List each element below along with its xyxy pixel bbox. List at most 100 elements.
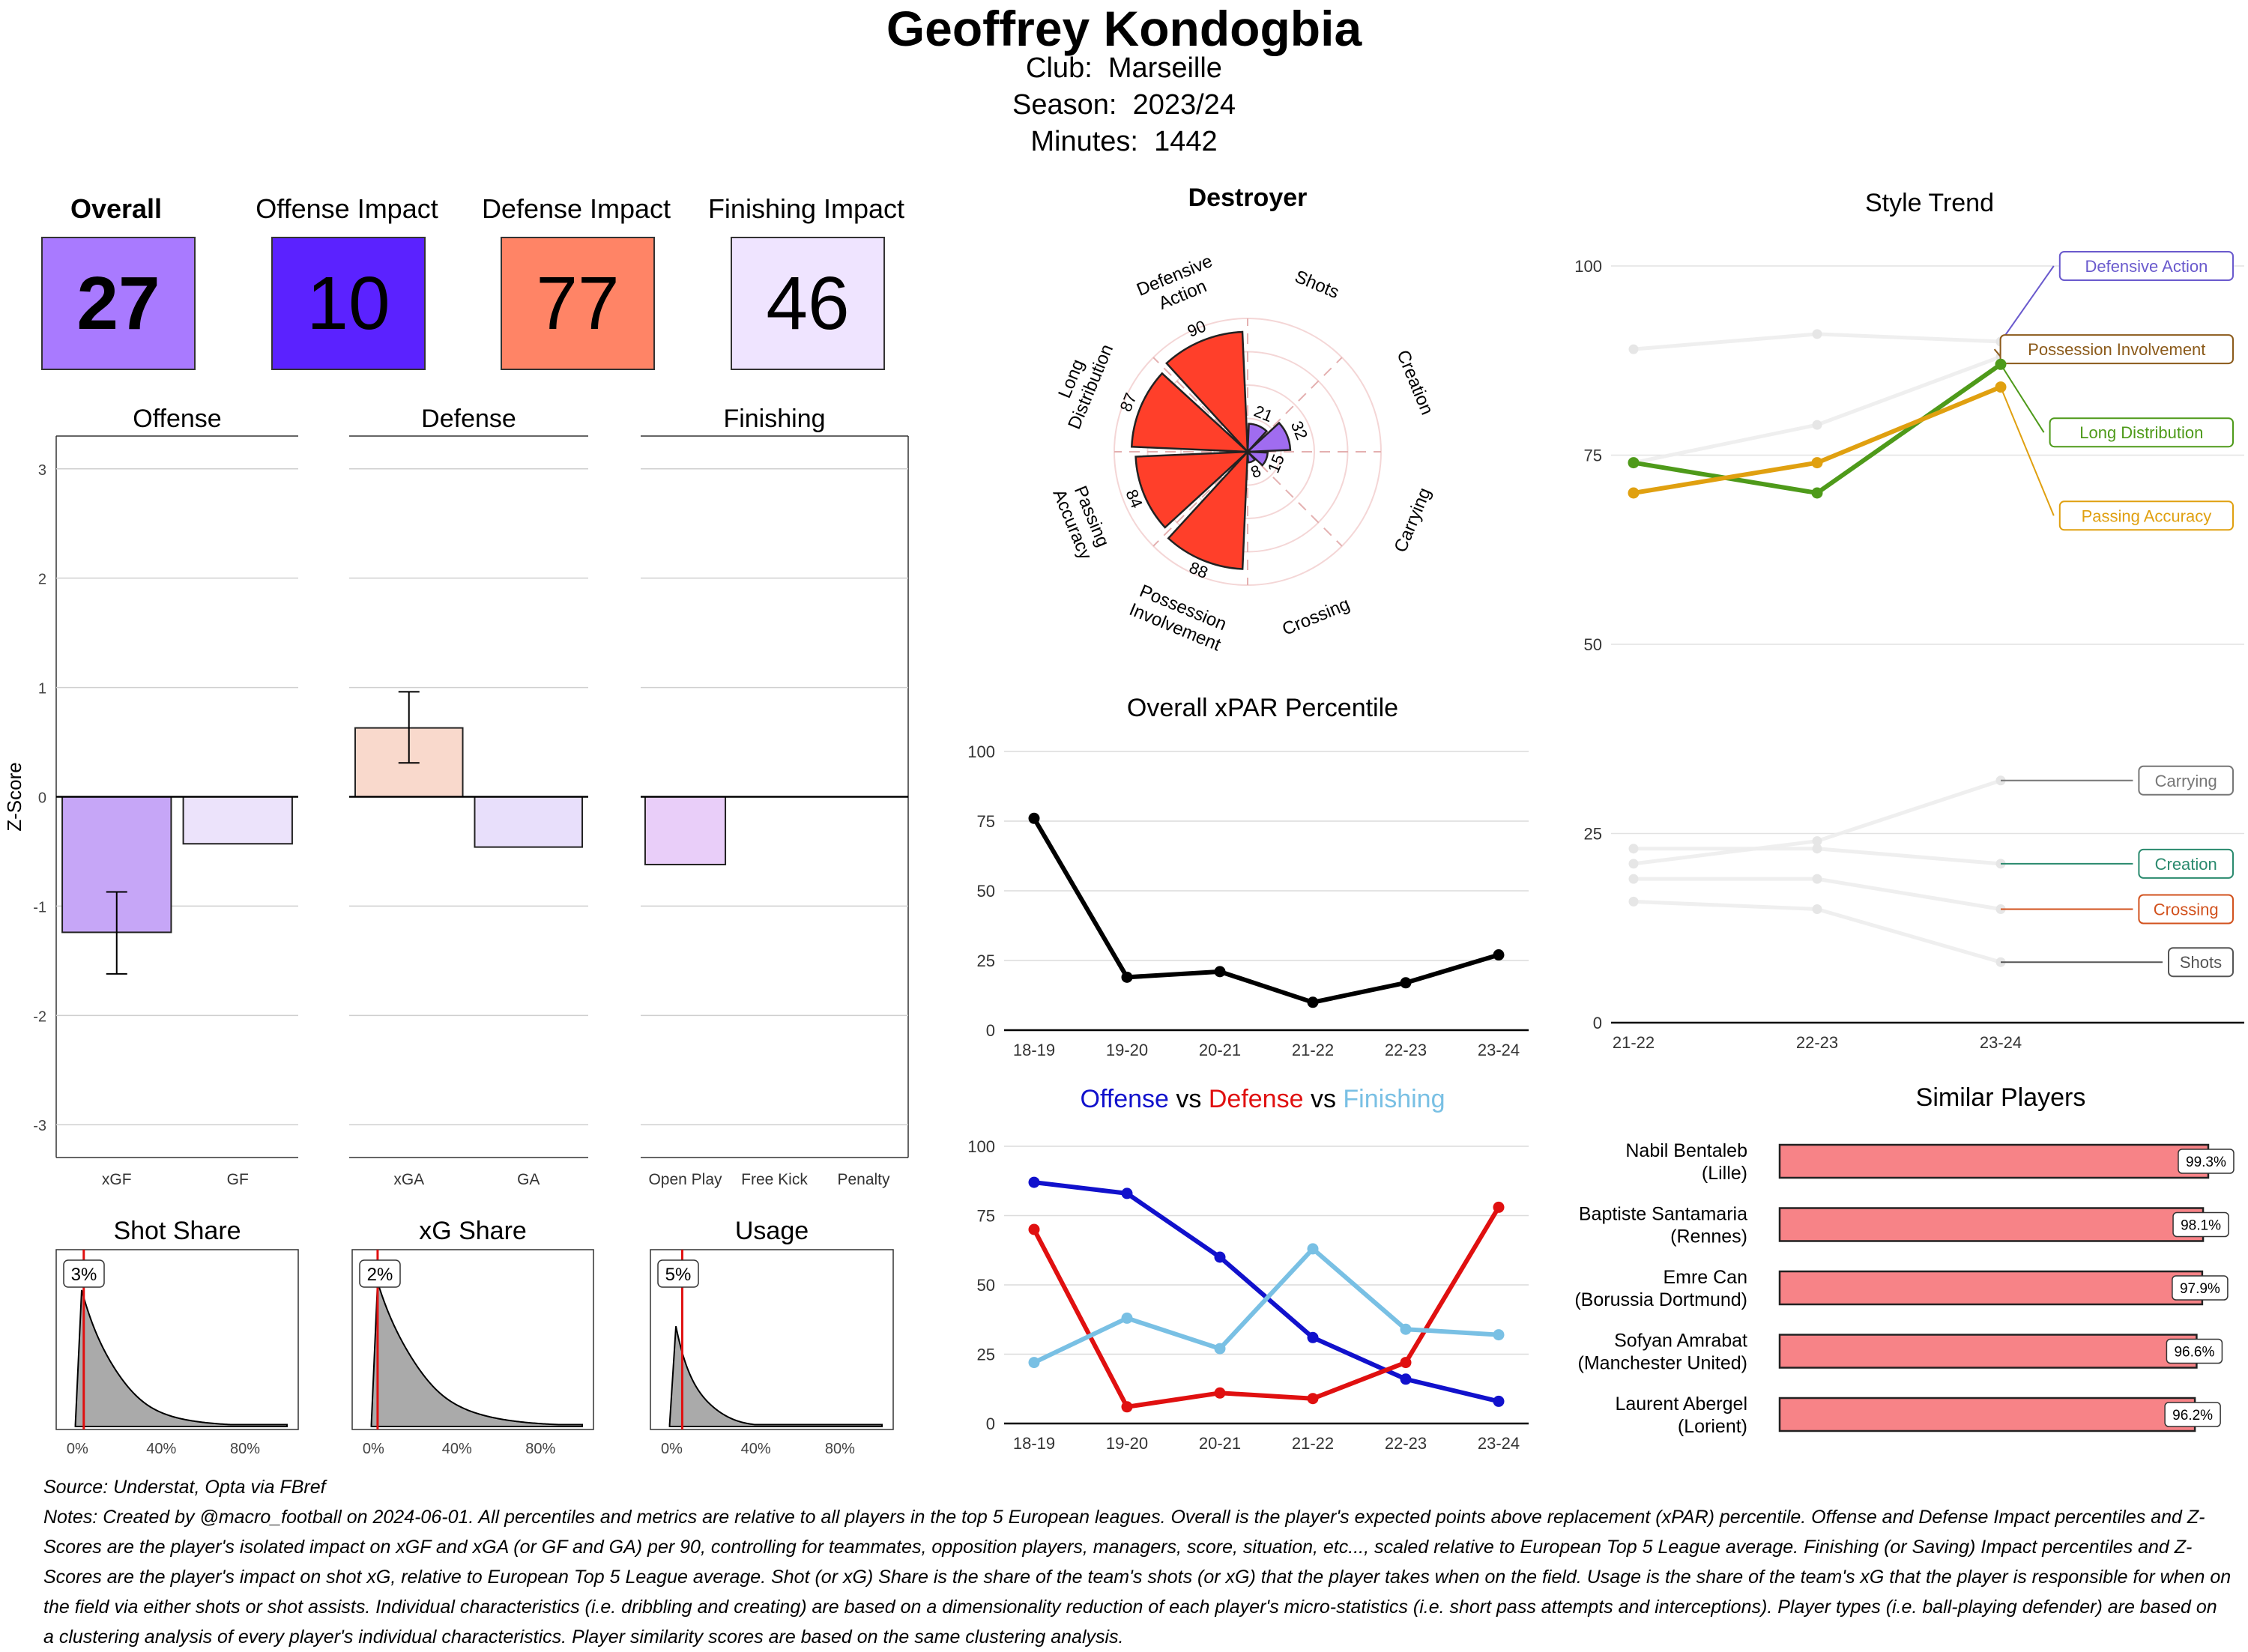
ytick: 25 (977, 1346, 995, 1364)
zscore-xtick: xGF (102, 1171, 132, 1188)
club-label: Club: (1026, 52, 1093, 84)
ytick: 25 (977, 951, 995, 970)
style-point (1812, 836, 1822, 847)
similarity-label-box (2164, 1402, 2221, 1427)
xtick: 21-22 (1613, 1033, 1655, 1052)
data-point (1493, 1201, 1505, 1213)
series-line-defense (1032, 1205, 1501, 1409)
panel-title: Offense (133, 405, 221, 433)
data-point (1400, 1323, 1412, 1335)
panel-title: Usage (735, 1217, 809, 1245)
similarity-label-box (2166, 1338, 2223, 1364)
share-xtick: 40% (741, 1441, 771, 1457)
value-label: 2% (367, 1265, 393, 1285)
data-point (1493, 1395, 1505, 1407)
similarity-label-box (2172, 1275, 2229, 1301)
kpi-defense-title: Defense Impact (481, 193, 671, 224)
style-point (1812, 329, 1822, 339)
data-point (1121, 1312, 1133, 1324)
xtick: 19-20 (1106, 1041, 1148, 1059)
similarity-label-box (2172, 1211, 2229, 1238)
data-point (1307, 1393, 1319, 1405)
style-point (1628, 874, 1639, 884)
style-point (1811, 457, 1823, 469)
density-curve (370, 1282, 583, 1427)
similarity-bar (1778, 1207, 2205, 1242)
similarity-bar (1778, 1397, 2196, 1432)
style-point (1812, 904, 1822, 914)
share-frame (351, 1249, 594, 1430)
panel-title: Shot Share (113, 1217, 241, 1245)
style-series-label: Passing Accuracy (2082, 506, 2212, 525)
style-point (1628, 844, 1639, 854)
radar-value-label: 21 (1251, 402, 1275, 426)
series-line-finishing (1033, 1246, 1499, 1365)
title-part: vs (1304, 1085, 1336, 1113)
zscore-panel-defense: Defense xGA GA (349, 405, 588, 1188)
style-series-label: Shots (2180, 953, 2222, 972)
data-point (1214, 1343, 1226, 1355)
kpi-overall-box: 27 (41, 237, 196, 370)
style-label-box (1999, 334, 2234, 365)
ytick: 75 (1584, 447, 1602, 465)
value-label-box (359, 1259, 401, 1288)
share-panel-0: Shot Share 3% 0% 40% 80% (55, 1217, 299, 1457)
share-xtick: 80% (230, 1441, 260, 1457)
similarity-label-box (2178, 1149, 2235, 1174)
similarity-bar (1778, 1334, 2198, 1369)
style-point (1811, 487, 1823, 499)
style-series-label: Possession Involvement (2028, 340, 2205, 359)
radar-category-label: Shots (1292, 267, 1342, 303)
zscore-xtick: xGA (393, 1171, 424, 1188)
similar-players-chart: Similar Players Nabil Bentaleb (Lille) 99.3… (1574, 1083, 2235, 1437)
share-xtick: 80% (825, 1441, 855, 1457)
share-xtick: 0% (363, 1441, 384, 1457)
xtick: 22-23 (1796, 1033, 1838, 1052)
title-part: vs (1169, 1085, 1201, 1113)
data-point (1214, 1251, 1226, 1263)
radar-category-label: Carrying (1391, 485, 1436, 555)
kpi-defense-box: 77 (501, 237, 655, 370)
data-point (1214, 1387, 1226, 1399)
series-line-overall (1032, 817, 1499, 1005)
radar-category-label: PossessionInvolvement (1126, 580, 1232, 655)
radar-spoke (1152, 357, 1248, 453)
style-point (1812, 874, 1822, 884)
data-point (1307, 1331, 1319, 1343)
share-xtick: 40% (146, 1441, 176, 1457)
ytick: 100 (967, 1137, 995, 1156)
data-point (1028, 1176, 1040, 1188)
radar-sector (1130, 372, 1251, 453)
ytick: 25 (1584, 825, 1602, 844)
odf-chart: Offense vs Defense vs Finishing 0 25 50 75 10… (967, 1085, 1529, 1453)
panel-title: Defense (421, 405, 516, 433)
similar-player-name: Emre Can (Borussia Dortmund) (1574, 1267, 1747, 1310)
share-xtick: 0% (661, 1441, 683, 1457)
similarity-value-label: 99.3% (2186, 1155, 2226, 1170)
minutes-line: Minutes: 1442 (0, 126, 2248, 158)
style-label-box (2138, 848, 2235, 879)
style-point (1995, 381, 2007, 393)
zscore-xtick: Penalty (837, 1171, 890, 1188)
similar-player-name: Nabil Bentaleb (Lille) (1625, 1140, 1747, 1184)
title-part: Offense (1081, 1085, 1169, 1113)
radar-sector (1245, 421, 1292, 453)
ytick: 75 (977, 812, 995, 831)
style-series-label: Crossing (2154, 901, 2219, 919)
club-value: Marseille (1108, 52, 1222, 84)
value-label-box (63, 1259, 105, 1288)
radar-spoke (1247, 357, 1343, 453)
data-point (1400, 1373, 1412, 1385)
zscore-panel-offense: Offense xGF GF (55, 405, 298, 1188)
kpi-overall-title: Overall (70, 193, 163, 224)
ytick: 100 (1574, 257, 1602, 276)
radar-category-label: DefensiveAction (1134, 251, 1224, 320)
similar-player-name: Laurent Abergel (Lorient) (1615, 1394, 1747, 1437)
radar-sector (1167, 449, 1249, 570)
share-frame (55, 1249, 299, 1430)
radar-sector (1134, 450, 1251, 529)
xtick: 23-24 (1478, 1434, 1520, 1453)
radar-ring (1180, 384, 1315, 519)
zscore-ylabel: Z-Score (3, 762, 25, 831)
